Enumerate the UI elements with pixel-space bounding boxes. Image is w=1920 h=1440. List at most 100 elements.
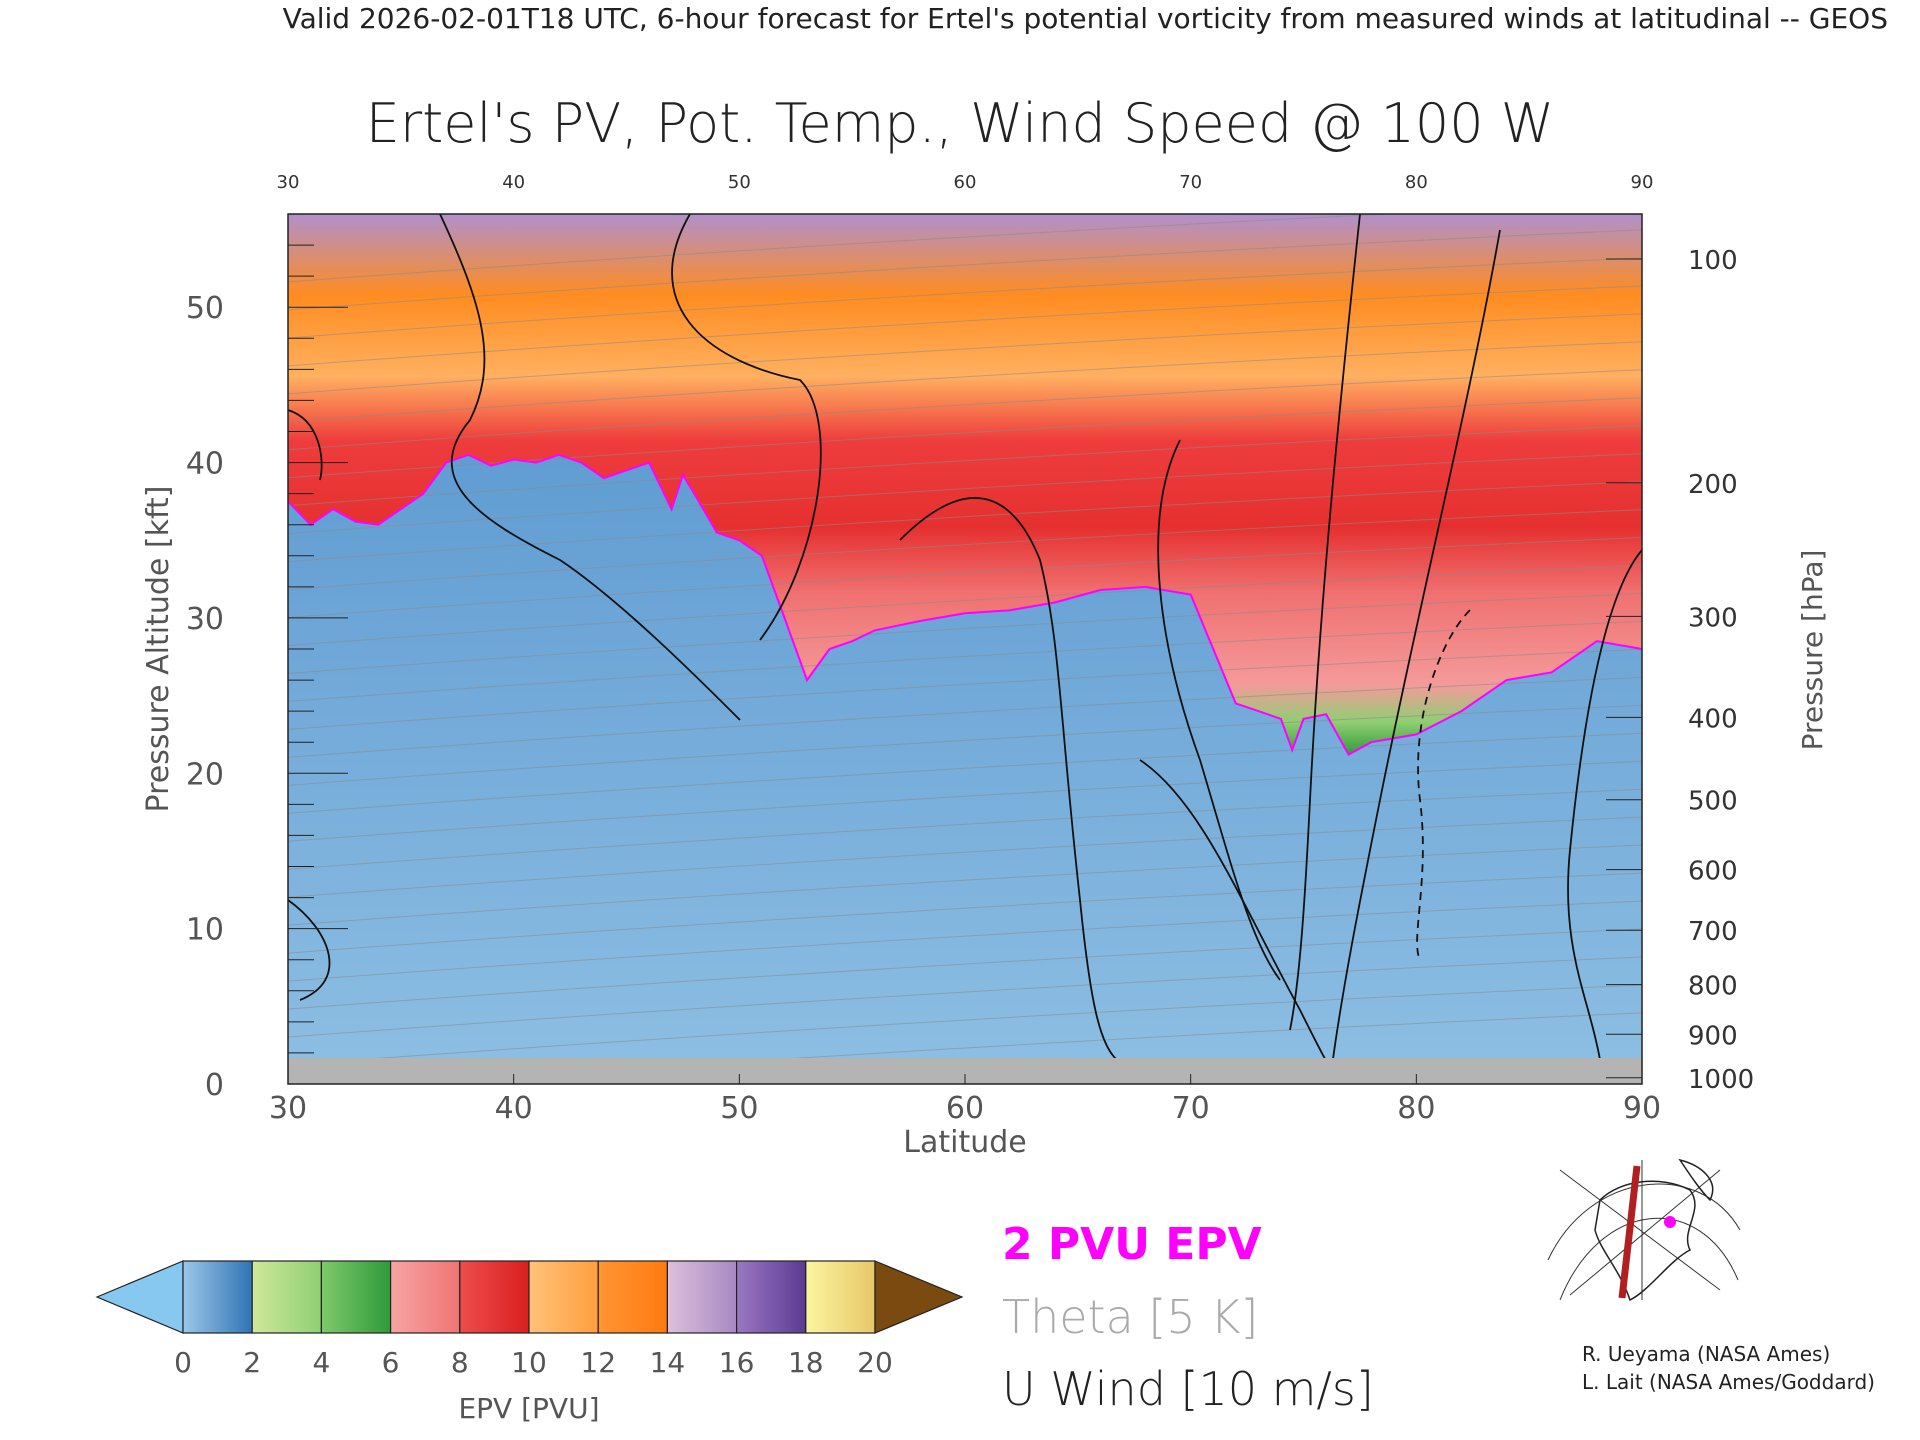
colorbar-bin	[182, 1260, 253, 1334]
theta-contour	[288, 928, 1642, 1010]
location-marker	[1664, 1216, 1676, 1228]
pressure-tick-label: 100	[1688, 246, 1738, 276]
pressure-tick-label: 900	[1688, 1021, 1738, 1051]
x-tick-label: 90	[1623, 1091, 1661, 1126]
theta-contour	[288, 565, 1642, 646]
theta-contours	[288, 214, 1642, 1084]
u-wind-contour	[1567, 549, 1642, 1061]
colorbar-bin	[320, 1260, 392, 1334]
u-wind-contour	[1416, 609, 1471, 961]
colorbar: 0 2 4 6 8 10 12 14 16 18 20 EPV [PVU]	[95, 1260, 964, 1425]
legend-pvu: 2 PVU EPV	[1002, 1219, 1262, 1270]
legend-wind: U Wind [10 m/s]	[1002, 1362, 1374, 1416]
theta-contour	[288, 984, 1642, 1066]
pressure-tick-label: 200	[1688, 470, 1738, 500]
x-tick-label: 50	[720, 1091, 758, 1126]
x-top-tick-label: 70	[1179, 172, 1202, 193]
x-top-tick-label: 50	[728, 172, 751, 193]
map-graticule	[1559, 1217, 1739, 1301]
y-axis-label: Pressure Altitude [kft]	[141, 486, 176, 813]
theta-contour	[288, 537, 1642, 619]
theta-contour	[288, 592, 1642, 674]
x-tick-label: 80	[1397, 1091, 1435, 1126]
theta-contour	[288, 369, 1642, 451]
pressure-axis-label: Pressure [hPa]	[1796, 550, 1829, 751]
y-tick-label: 30	[186, 602, 224, 637]
colorbar-bin	[251, 1260, 322, 1334]
colorbar-bin	[390, 1260, 461, 1334]
theta-contour	[288, 509, 1642, 591]
colorbar-under-triangle	[95, 1260, 184, 1334]
plot-area	[287, 213, 1643, 1085]
y-tick-label: 50	[186, 291, 224, 326]
map-coastline	[1594, 1180, 1696, 1302]
pressure-axis: 100 200 300 400 500 600 700 800 900 1000	[1606, 246, 1754, 1095]
pressure-tick-label: 500	[1688, 787, 1738, 817]
colorbar-bin	[528, 1260, 599, 1334]
colorbar-tick-label: 4	[312, 1346, 330, 1379]
colorbar-tick-label: 18	[788, 1346, 824, 1379]
locator-map	[1544, 1154, 1741, 1302]
theta-contour	[288, 397, 1642, 479]
theta-contour	[288, 872, 1642, 954]
theta-contour	[288, 760, 1642, 842]
colorbar-bin	[597, 1260, 669, 1334]
y-tick-label: 0	[205, 1068, 224, 1103]
pressure-tick-label: 700	[1688, 917, 1738, 947]
u-wind-contour	[1157, 439, 1281, 981]
colorbar-tick-label: 10	[511, 1346, 547, 1379]
colorbar-bin	[459, 1260, 530, 1334]
map-graticule	[1559, 1169, 1721, 1291]
theta-contour	[288, 788, 1642, 870]
x-tick-label: 40	[495, 1091, 533, 1126]
x-top-tick-label: 60	[954, 172, 977, 193]
x-top-tick-label: 80	[1405, 172, 1428, 193]
colorbar-tick-label: 2	[243, 1346, 261, 1379]
theta-contour	[288, 257, 1642, 339]
colorbar-bin	[805, 1260, 876, 1334]
theta-contour	[288, 620, 1642, 702]
cross-section-path	[1618, 1165, 1641, 1299]
theta-contour	[288, 453, 1642, 535]
pressure-tick-label: 400	[1688, 704, 1738, 734]
u-wind-contour	[1289, 214, 1361, 1031]
u-wind-contour	[899, 497, 1121, 1063]
theta-contour	[288, 648, 1642, 730]
theta-contour	[288, 285, 1642, 367]
theta-contour	[288, 425, 1642, 507]
colorbar-tick-label: 16	[719, 1346, 755, 1379]
y-axis: 0 10 20 30 40 50	[186, 244, 348, 1103]
y-tick-label: 40	[186, 447, 224, 482]
colorbar-tick-label: 8	[451, 1346, 469, 1379]
pressure-tick-label: 1000	[1688, 1065, 1754, 1095]
x-axis: 30 40 50 60 70 80 90	[269, 1074, 1661, 1126]
y-tick-label: 10	[186, 913, 224, 948]
x-axis-label: Latitude	[903, 1125, 1026, 1160]
theta-contour	[288, 676, 1642, 758]
pv-2pvu-contour	[288, 453, 1642, 756]
theta-contour	[288, 481, 1642, 563]
theta-contour	[288, 732, 1642, 814]
x-axis-top: 30 40 50 60 70 80 90	[277, 172, 1654, 193]
theta-contour	[288, 313, 1642, 395]
colorbar-bin	[666, 1260, 738, 1334]
credit-line-1: R. Ueyama (NASA Ames)	[1582, 1342, 1830, 1366]
pressure-tick-label: 600	[1688, 857, 1738, 887]
x-top-tick-label: 30	[277, 172, 300, 193]
colorbar-tick-label: 14	[650, 1346, 686, 1379]
colorbar-tick-label: 6	[382, 1346, 400, 1379]
colorbar-bin	[735, 1260, 807, 1334]
chart-title: Ertel's PV, Pot. Temp., Wind Speed @ 100…	[366, 92, 1554, 155]
u-wind-contour	[439, 214, 741, 721]
theta-contour	[288, 214, 1397, 283]
x-top-tick-label: 90	[1631, 172, 1654, 193]
colorbar-over-triangle	[874, 1260, 964, 1334]
y-tick-label: 20	[186, 757, 224, 792]
map-graticule	[1547, 1183, 1741, 1261]
theta-contour	[288, 704, 1642, 786]
colorbar-tick-label: 0	[174, 1346, 192, 1379]
x-tick-label: 30	[269, 1091, 307, 1126]
theta-contour	[288, 900, 1642, 982]
theta-contour	[288, 816, 1642, 898]
